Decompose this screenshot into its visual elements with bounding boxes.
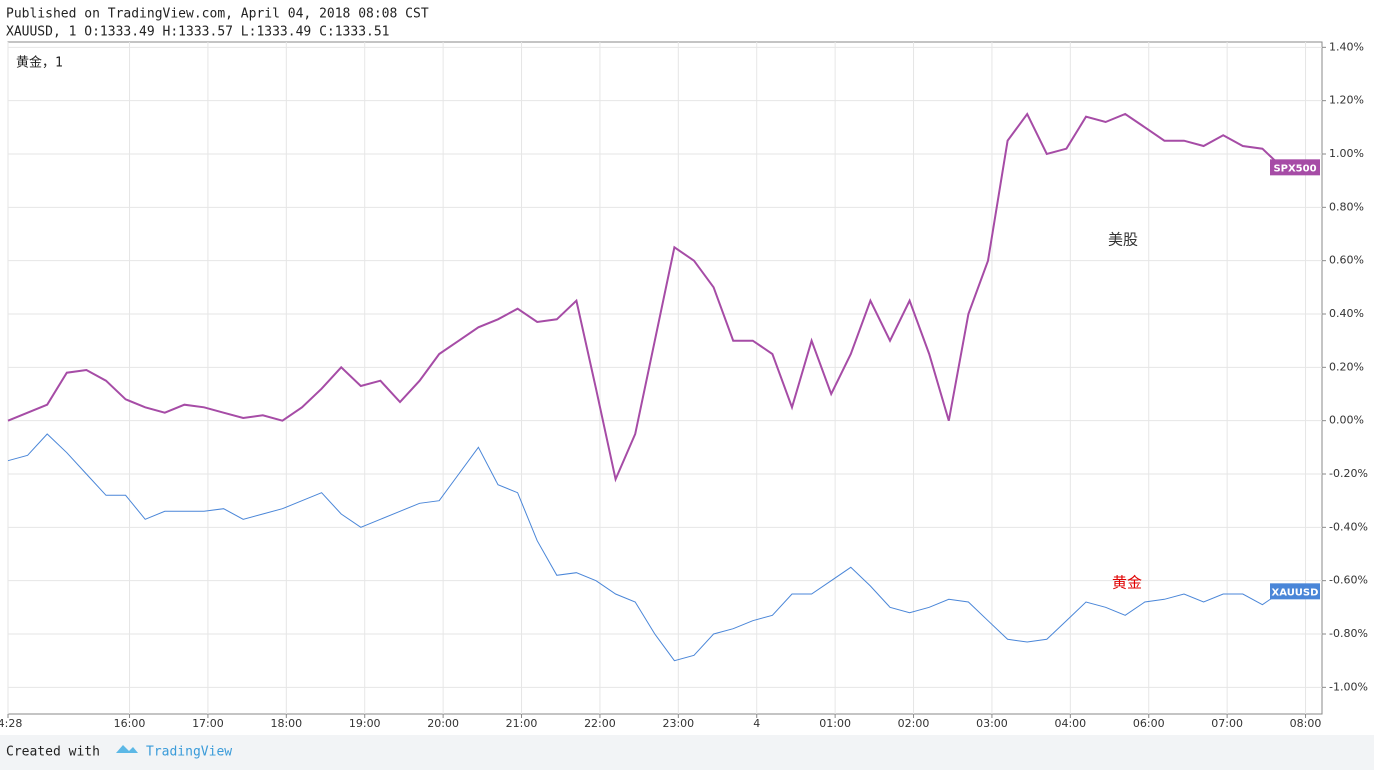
- x-tick-label: 03:00: [976, 717, 1008, 730]
- footer-text: Created with: [6, 745, 100, 760]
- x-tick-label: 23:00: [662, 717, 694, 730]
- x-tick-label: 21:00: [506, 717, 538, 730]
- x-tick-label: 06:00: [1133, 717, 1165, 730]
- x-tick-label: 4: [753, 717, 760, 730]
- y-tick-label: 1.20%: [1329, 94, 1364, 107]
- x-tick-label: 4:28: [0, 717, 22, 730]
- annotation: 黄金: [1112, 574, 1142, 592]
- y-tick-label: -1.00%: [1329, 680, 1368, 693]
- y-tick-label: -0.60%: [1329, 574, 1368, 587]
- chart-subtitle: XAUUSD, 1 O:1333.49 H:1333.57 L:1333.49 …: [6, 25, 390, 40]
- footer-bar: [0, 735, 1374, 770]
- x-tick-label: 20:00: [427, 717, 459, 730]
- x-tick-label: 22:00: [584, 717, 616, 730]
- series-tag: [1270, 159, 1320, 176]
- y-tick-label: 1.00%: [1329, 147, 1364, 160]
- y-tick-label: 0.80%: [1329, 200, 1364, 213]
- y-tick-label: 0.60%: [1329, 254, 1364, 267]
- y-tick-label: 0.20%: [1329, 360, 1364, 373]
- y-tick-label: 0.40%: [1329, 307, 1364, 320]
- x-tick-label: 18:00: [270, 717, 302, 730]
- x-tick-label: 17:00: [192, 717, 224, 730]
- brand-link[interactable]: TradingView: [146, 745, 232, 760]
- x-tick-label: 19:00: [349, 717, 381, 730]
- x-tick-label: 08:00: [1290, 717, 1322, 730]
- y-tick-label: -0.80%: [1329, 627, 1368, 640]
- x-tick-label: 01:00: [819, 717, 851, 730]
- x-tick-label: 16:00: [114, 717, 146, 730]
- series-tag: [1270, 583, 1320, 600]
- annotation: 美股: [1108, 231, 1138, 249]
- series-tag-label: XAUUSD: [1272, 587, 1319, 598]
- brand-logo: [116, 745, 138, 753]
- chart-title: Published on TradingView.com, April 04, …: [6, 7, 429, 22]
- series-tag-label: SPX500: [1273, 163, 1316, 174]
- x-tick-label: 02:00: [898, 717, 930, 730]
- x-tick-label: 07:00: [1211, 717, 1243, 730]
- line-series: [7, 433, 1283, 662]
- line-series: [7, 112, 1283, 483]
- y-tick-label: 1.40%: [1329, 40, 1364, 53]
- y-tick-label: 0.00%: [1329, 414, 1364, 427]
- legend-label: 黄金，1: [16, 55, 63, 71]
- y-tick-label: -0.20%: [1329, 467, 1368, 480]
- y-tick-label: -0.40%: [1329, 520, 1368, 533]
- x-tick-label: 04:00: [1054, 717, 1086, 730]
